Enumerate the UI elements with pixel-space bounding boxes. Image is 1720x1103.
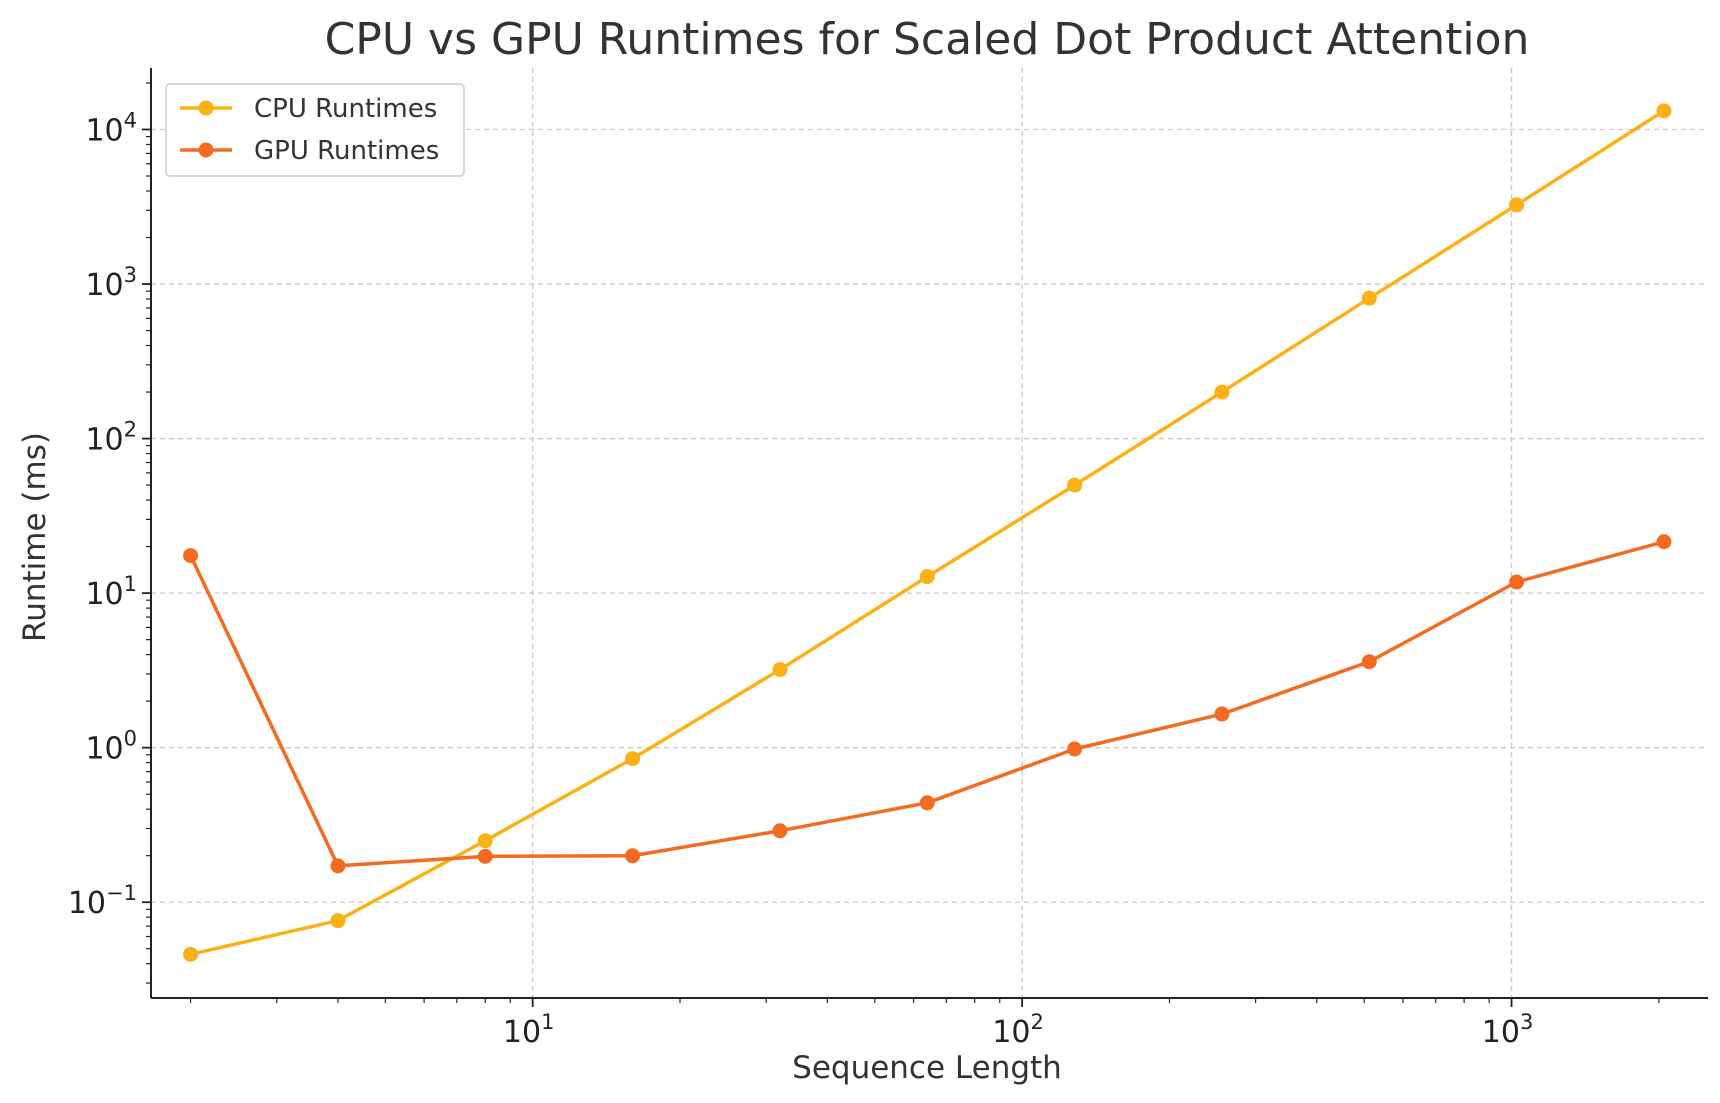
- data-point-gpu: [1361, 654, 1377, 670]
- data-point-cpu: [1361, 290, 1377, 306]
- data-point-cpu: [1067, 477, 1083, 493]
- data-point-gpu: [1214, 706, 1230, 722]
- legend-label-cpu: CPU Runtimes: [254, 94, 437, 124]
- data-point-gpu: [625, 848, 641, 864]
- series-gpu: [183, 534, 1672, 874]
- y-tick-label: 101: [85, 572, 137, 612]
- data-point-cpu: [772, 662, 788, 678]
- data-point-cpu: [1509, 197, 1525, 213]
- legend-marker-cpu: [198, 100, 214, 116]
- y-axis-label: Runtime (ms): [17, 432, 53, 642]
- y-tick-label: 104: [85, 108, 137, 148]
- y-tick-label: 10−1: [68, 881, 137, 921]
- data-point-cpu: [919, 569, 935, 585]
- series-line-gpu: [189, 540, 1665, 868]
- data-point-gpu: [772, 823, 788, 839]
- data-point-gpu: [183, 548, 199, 564]
- y-tick-label: 103: [85, 263, 137, 303]
- data-point-cpu: [1214, 384, 1230, 400]
- data-point-cpu: [477, 833, 493, 849]
- y-tick-label: 102: [85, 418, 137, 458]
- data-point-cpu: [330, 913, 346, 929]
- data-point-gpu: [1067, 741, 1083, 757]
- data-point-gpu: [919, 795, 935, 811]
- chart-title: CPU vs GPU Runtimes for Scaled Dot Produ…: [325, 14, 1530, 65]
- legend-box: [165, 83, 465, 177]
- data-point-cpu: [183, 946, 199, 962]
- y-tick-label: 100: [85, 727, 137, 767]
- data-point-gpu: [330, 858, 346, 874]
- legend: CPU Runtimes GPU Runtimes: [165, 83, 465, 177]
- series-layer: [183, 103, 1672, 962]
- data-point-gpu: [1509, 574, 1525, 590]
- legend-marker-gpu: [198, 142, 214, 158]
- grid-lines: [151, 68, 1708, 998]
- data-point-gpu: [477, 848, 493, 864]
- data-point-cpu: [625, 751, 641, 767]
- series-cpu: [183, 103, 1672, 962]
- tick-labels: 101 102 103 10−1 100 101 102 103 104: [68, 108, 1533, 1050]
- major-ticks: [142, 128, 1513, 1007]
- x-tick-label: 101: [503, 1010, 555, 1050]
- x-tick-label: 102: [992, 1010, 1044, 1050]
- legend-label-gpu: GPU Runtimes: [254, 136, 439, 166]
- data-point-cpu: [1656, 103, 1672, 119]
- x-tick-label: 103: [1482, 1010, 1534, 1050]
- series-line-cpu: [190, 109, 1665, 957]
- x-axis-label: Sequence Length: [792, 1050, 1062, 1086]
- data-point-gpu: [1656, 534, 1672, 550]
